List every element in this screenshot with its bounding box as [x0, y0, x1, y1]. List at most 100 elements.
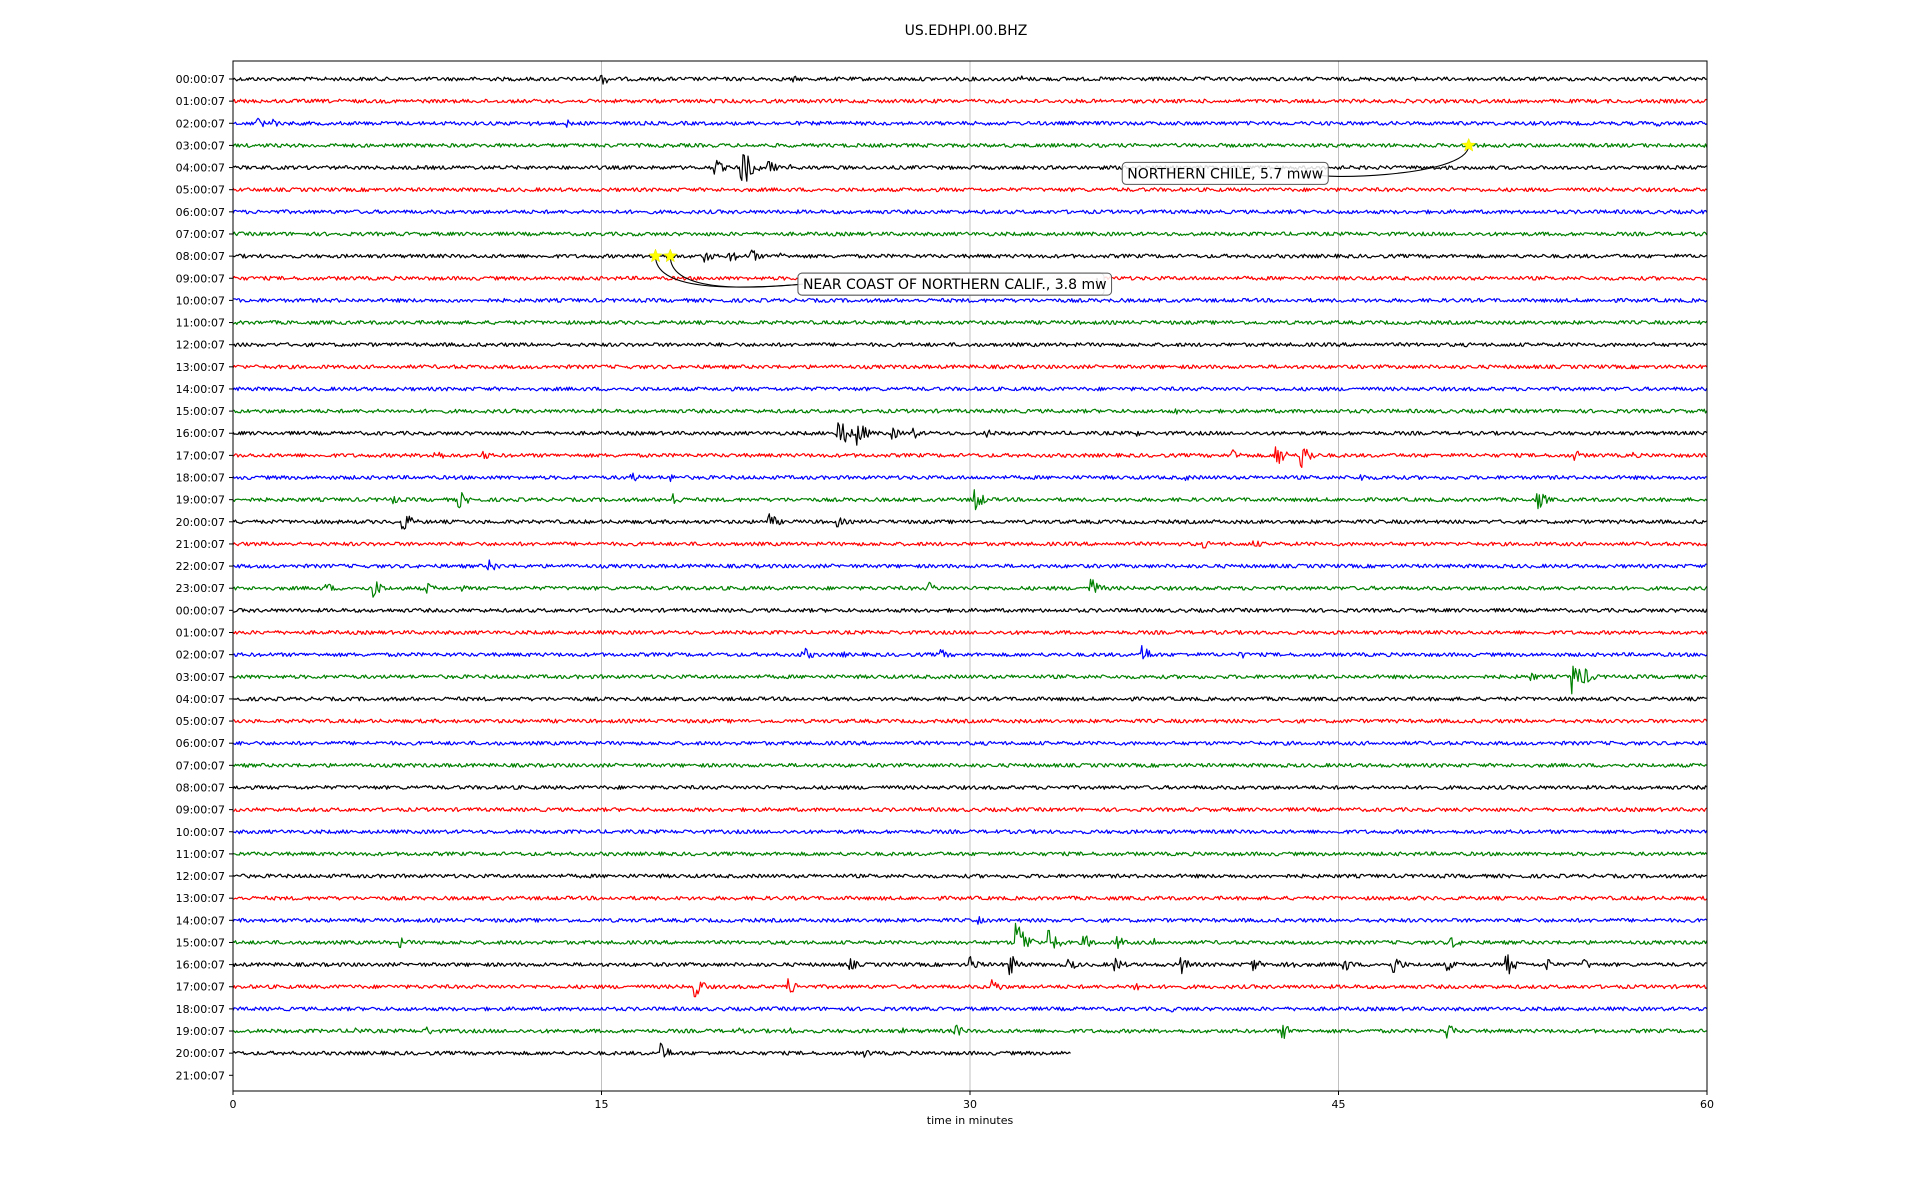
trace-row-40	[232, 954, 1707, 976]
row-time-label: 19:00:07	[176, 1025, 225, 1038]
trace-row-32	[232, 784, 1708, 791]
trace-row-28	[232, 696, 1707, 702]
row-time-label: 02:00:07	[176, 649, 225, 662]
grid-layer	[601, 61, 1339, 1091]
row-time-label: 12:00:07	[176, 339, 225, 352]
row-time-label: 13:00:07	[176, 892, 225, 905]
row-time-label: 14:00:07	[176, 914, 225, 927]
row-time-label: 02:00:07	[176, 117, 225, 130]
trace-row-18	[232, 472, 1707, 483]
trace-row-23	[232, 578, 1708, 598]
annotation-connector	[1318, 145, 1470, 177]
row-time-label: 00:00:07	[176, 73, 225, 86]
row-time-label: 16:00:07	[176, 427, 225, 440]
row-time-label: 09:00:07	[176, 272, 225, 285]
trace-row-27	[232, 665, 1707, 695]
row-time-label: 14:00:07	[176, 383, 225, 396]
trace-row-37	[232, 895, 1708, 901]
trace-row-2	[232, 117, 1708, 128]
row-time-label: 20:00:07	[176, 516, 225, 529]
trace-row-42	[232, 1006, 1708, 1013]
trace-row-13	[232, 364, 1708, 370]
trace-row-20	[232, 513, 1708, 530]
trace-row-22	[232, 559, 1707, 571]
trace-row-1	[232, 98, 1707, 104]
trace-row-7	[232, 231, 1708, 237]
row-time-label: 06:00:07	[176, 206, 225, 219]
trace-row-44	[232, 1042, 1071, 1058]
row-time-label: 19:00:07	[176, 494, 225, 507]
row-time-label: 13:00:07	[176, 361, 225, 374]
annotation-box	[797, 272, 1113, 296]
trace-row-8	[232, 249, 1707, 263]
row-time-label: 15:00:07	[176, 936, 225, 949]
y-tick-labels: 00:00:07 01:00:07 02:00:07 03:00:07 04:00:07…	[176, 73, 233, 1082]
annotation-label: NEAR COAST OF NORTHERN CALIF., 3.8 mw	[797, 272, 1113, 296]
trace-row-16	[232, 422, 1708, 446]
chart-title: US.EDHPI.00.BHZ	[905, 23, 1028, 39]
row-time-label: 08:00:07	[176, 250, 225, 263]
annotation-connector	[669, 256, 803, 288]
row-time-label: 22:00:07	[176, 560, 225, 573]
trace-row-4	[232, 154, 1708, 182]
trace-row-5	[232, 187, 1708, 193]
trace-row-19	[232, 489, 1708, 511]
trace-row-41	[232, 978, 1708, 998]
trace-row-25	[232, 629, 1708, 636]
event-star-icon	[662, 248, 678, 263]
x-tick-label: 30	[963, 1098, 977, 1111]
row-time-label: 01:00:07	[176, 95, 225, 108]
x-axis-label: time in minutes	[927, 1114, 1014, 1127]
trace-row-26	[232, 644, 1708, 660]
x-tick-label: 0	[230, 1098, 237, 1111]
x-tick-label: 60	[1700, 1098, 1714, 1111]
trace-row-36	[232, 873, 1707, 879]
trace-row-21	[232, 540, 1708, 549]
row-time-label: 20:00:07	[176, 1047, 225, 1060]
trace-row-35	[232, 851, 1708, 857]
trace-row-10	[233, 297, 1708, 303]
row-time-label: 16:00:07	[176, 959, 225, 972]
row-time-label: 11:00:07	[176, 848, 225, 861]
row-time-label: 08:00:07	[176, 781, 225, 794]
trace-row-14	[232, 386, 1708, 392]
row-time-label: 03:00:07	[176, 139, 225, 152]
trace-row-24	[232, 607, 1708, 613]
row-time-label: 17:00:07	[176, 981, 225, 994]
row-time-label: 05:00:07	[176, 184, 225, 197]
event-star-icon	[1461, 137, 1477, 152]
row-time-label: 15:00:07	[176, 405, 225, 418]
row-time-label: 05:00:07	[176, 715, 225, 728]
trace-row-11	[232, 320, 1708, 325]
row-time-label: 21:00:07	[176, 538, 225, 551]
row-time-label: 06:00:07	[176, 737, 225, 750]
row-time-label: 21:00:07	[176, 1069, 225, 1082]
row-time-label: 09:00:07	[176, 804, 225, 817]
row-time-label: 04:00:07	[176, 162, 225, 175]
row-time-label: 23:00:07	[176, 582, 225, 595]
row-time-label: 01:00:07	[176, 627, 225, 640]
row-time-label: 17:00:07	[176, 449, 225, 462]
row-time-label: 03:00:07	[176, 671, 225, 684]
trace-row-0	[232, 74, 1707, 85]
row-time-label: 18:00:07	[176, 1003, 225, 1016]
row-time-label: 11:00:07	[176, 317, 225, 330]
trace-row-33	[233, 807, 1708, 813]
event-star-icon	[648, 248, 663, 263]
annotation-connector	[654, 256, 803, 288]
row-time-label: 07:00:07	[176, 228, 225, 241]
trace-row-12	[232, 342, 1708, 348]
annotation-box	[1121, 161, 1329, 185]
x-tick-labels: 0 15 30 45 60	[230, 1091, 1714, 1111]
row-time-label: 04:00:07	[176, 693, 225, 706]
annotation-text: NEAR COAST OF NORTHERN CALIF., 3.8 mw	[803, 277, 1107, 293]
trace-row-17	[232, 446, 1708, 468]
trace-row-29	[232, 718, 1708, 724]
row-time-label: 10:00:07	[176, 826, 225, 839]
trace-row-3	[232, 142, 1708, 148]
trace-row-43	[232, 1024, 1707, 1040]
row-time-label: 07:00:07	[176, 759, 225, 772]
trace-row-31	[232, 762, 1707, 768]
trace-row-6	[232, 209, 1708, 215]
